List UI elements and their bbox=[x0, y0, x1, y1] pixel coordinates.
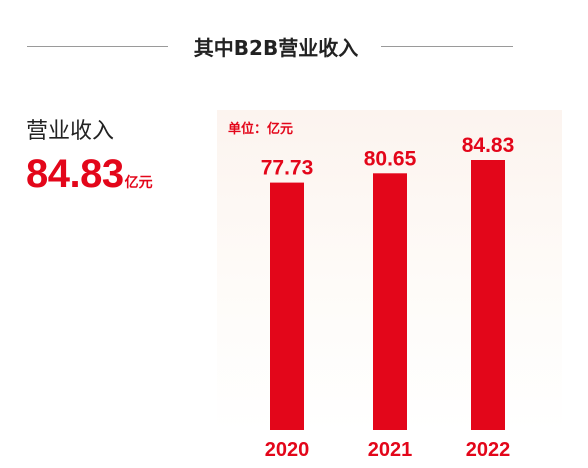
header-divider-left bbox=[27, 46, 168, 47]
header-divider-right bbox=[381, 46, 513, 47]
x-tick-label: 2022 bbox=[466, 439, 511, 461]
kpi-value: 84.83 bbox=[26, 152, 124, 196]
bar-2020 bbox=[270, 182, 304, 430]
section-title: 其中B2B营业收入 bbox=[193, 36, 359, 60]
kpi-label: 营业收入 bbox=[26, 119, 115, 144]
bar-value-label: 80.65 bbox=[364, 147, 417, 170]
bar-value-label: 77.73 bbox=[261, 157, 314, 180]
section-header: 其中B2B营业收入 bbox=[0, 28, 588, 68]
bar-2021 bbox=[373, 173, 407, 430]
kpi-unit: 亿元 bbox=[124, 175, 153, 191]
chart-unit-label: 单位：亿元 bbox=[228, 122, 294, 137]
x-tick-label: 2020 bbox=[265, 439, 310, 461]
kpi-value-group: 84.83亿元 bbox=[26, 152, 153, 197]
x-tick-label: 2021 bbox=[368, 439, 413, 461]
bar-2022 bbox=[471, 160, 505, 430]
bar-value-label: 84.83 bbox=[462, 134, 515, 157]
